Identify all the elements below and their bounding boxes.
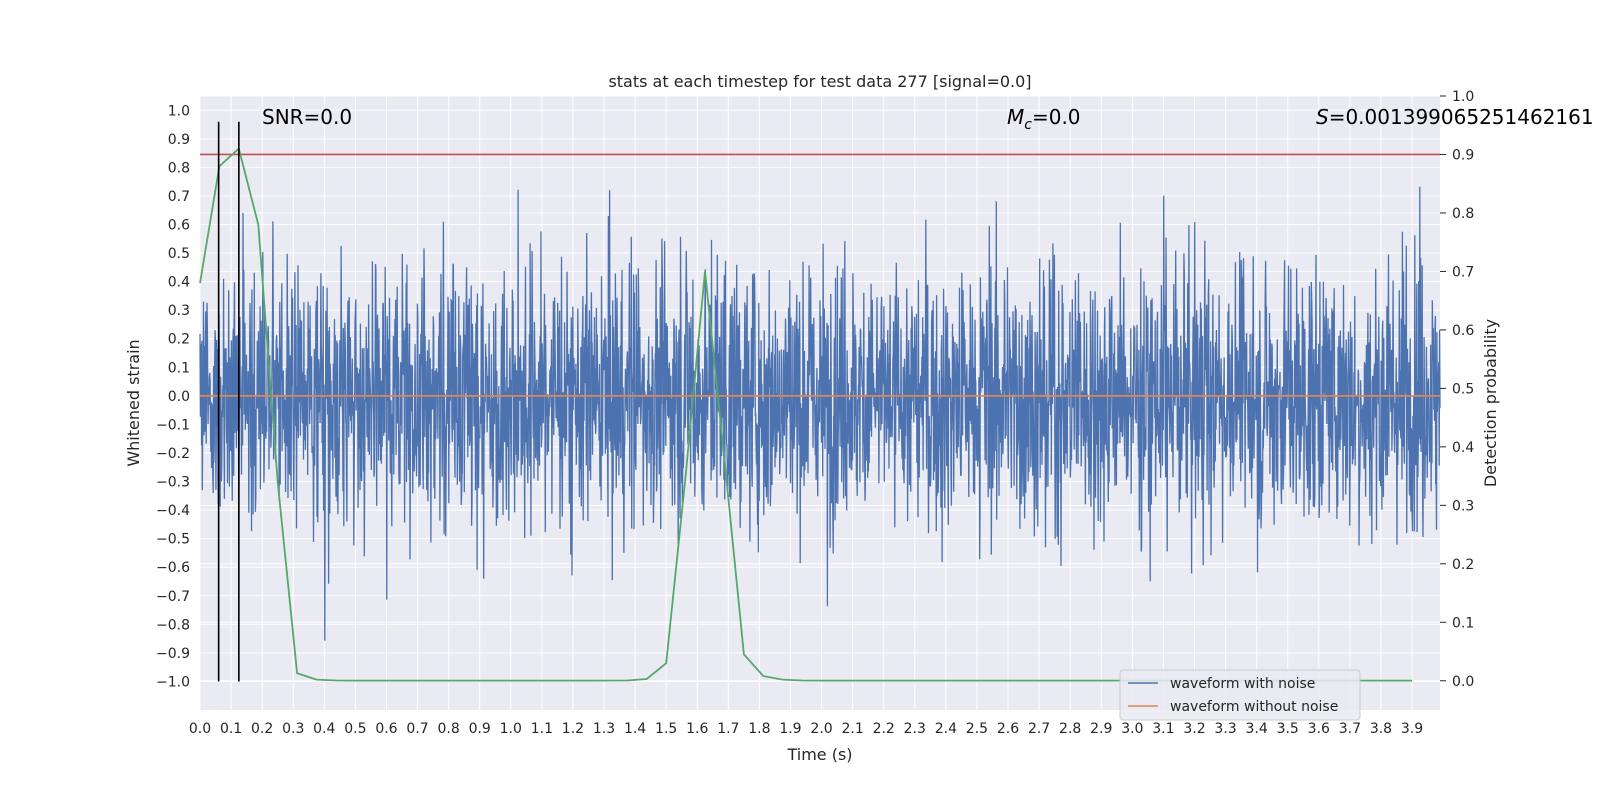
y-tick-label: 0.5 [168,246,190,262]
legend-box [1119,669,1361,721]
probability-series-line [199,146,1412,682]
x-tick-label: 1.2 [562,721,584,737]
y-tick-label: −1.0 [156,674,190,690]
x-tick-label: 3.4 [1246,721,1268,737]
y-tick-label: −0.9 [156,646,190,662]
x-tick-label: 1.5 [655,721,677,737]
x-tick-label: 1.9 [779,721,801,737]
x-tick-label: 0.1 [220,721,242,737]
y-tick-label: 0.9 [168,132,190,148]
x-tick-label: 1.6 [686,721,708,737]
y-tick-label: −0.1 [156,417,190,433]
ticks: 0.0 0.1 0.2 0.3 0.4 0.5 0.6 0.7 0.8 0.9 1.0 1.1 1.2 1… [156,89,1474,737]
noise-series-line [199,186,1441,641]
chart-title: stats at each timestep for test data 277… [608,72,1031,91]
x-tick-label: 3.1 [1152,721,1174,737]
x-tick-label: 1.1 [531,721,553,737]
x-tick-label: 0.8 [437,721,459,737]
y-tick-label: −0.3 [156,475,190,491]
x-tick-label: 1.4 [624,721,646,737]
grid [199,95,1440,710]
x-tick-label: 3.0 [1121,721,1143,737]
x-tick-label: 0.2 [251,721,273,737]
x-tick-label: 2.4 [935,721,957,737]
x-tick-label: 2.0 [810,721,832,737]
legend-label-noise: waveform with noise [1170,676,1315,692]
x-tick-label: 2.5 [966,721,988,737]
x-tick-label: 3.3 [1214,721,1236,737]
x-tick-label: 0.4 [313,721,335,737]
y-tick-label: 0.7 [168,189,190,205]
y-tick-label: 0.6 [168,218,190,234]
x-tick-label: 1.3 [593,721,615,737]
y2-tick-label: 0.3 [1452,498,1474,514]
y-tick-label: 0.3 [168,303,190,319]
y-tick-label: 1.0 [168,103,190,119]
x-tick-label: 0.3 [282,721,304,737]
x-tick-label: 2.9 [1090,721,1112,737]
x-tick-label: 0.7 [406,721,428,737]
y2-tick-label: 0.5 [1452,381,1474,397]
y2-axis-title: Detection probability [1481,319,1500,487]
snr-annotation: SNR=0.0 [262,105,352,129]
x-tick-label: 2.8 [1059,721,1081,737]
x-axis-title: Time (s) [786,745,852,764]
y-tick-label: −0.7 [156,589,190,605]
x-tick-label: 3.7 [1339,721,1361,737]
y2-tick-label: 0.1 [1452,615,1474,631]
x-tick-label: 0.9 [469,721,491,737]
s-symbol: S [1316,105,1329,129]
x-tick-label: 3.9 [1401,721,1423,737]
y-tick-label: 0.8 [168,160,190,176]
y2-tick-label: 0.7 [1452,264,1474,280]
x-tick-label: 3.5 [1277,721,1299,737]
legend-label-clean: waveform without noise [1170,699,1338,715]
y2-tick-label: 0.8 [1452,206,1474,222]
y-tick-label: 0.1 [168,360,190,376]
y2-tick-label: 1.0 [1452,89,1474,105]
x-tick-label: 0.0 [189,721,211,737]
x-tick-label: 3.8 [1370,721,1392,737]
chirp-mass-value: =0.0 [1032,105,1081,129]
s-value: =0.001399065251462161 [1329,105,1594,129]
x-tick-label: 3.2 [1183,721,1205,737]
y-tick-label: 0.2 [168,332,190,348]
x-tick-label: 2.1 [841,721,863,737]
y-tick-label: 0.4 [168,275,190,291]
y2-tick-label: 0.4 [1452,440,1474,456]
y-tick-label: −0.4 [156,503,190,519]
x-tick-label: 2.6 [997,721,1019,737]
x-tick-label: 2.2 [873,721,895,737]
y-tick-label: −0.6 [156,560,190,576]
chirp-mass-annotation: Mc=0.0 [1007,105,1081,133]
y2-tick-label: 0.9 [1452,147,1474,163]
y2-tick-label: 0.2 [1452,557,1474,573]
x-tick-label: 1.7 [717,721,739,737]
legend: waveform with noise waveform without noi… [1119,669,1361,721]
x-tick-label: 2.7 [1028,721,1050,737]
x-tick-label: 0.6 [375,721,397,737]
y-axis-title: Whitened strain [124,339,143,466]
y-tick-label: 0.0 [168,389,190,405]
x-tick-label: 1.0 [500,721,522,737]
y-tick-label: −0.5 [156,532,190,548]
x-tick-label: 1.8 [748,721,770,737]
chirp-mass-symbol: M [1007,105,1024,129]
x-tick-label: 2.3 [904,721,926,737]
x-tick-label: 3.6 [1308,721,1330,737]
y2-tick-label: 0.0 [1452,674,1474,690]
chirp-mass-subscript: c [1024,117,1032,133]
y2-tick-label: 0.6 [1452,323,1474,339]
s-annotation: S=0.001399065251462161 [1316,105,1594,129]
x-tick-label: 0.5 [344,721,366,737]
series-layer [199,121,1441,682]
y-tick-label: −0.2 [156,446,190,462]
y-tick-label: −0.8 [156,617,190,633]
